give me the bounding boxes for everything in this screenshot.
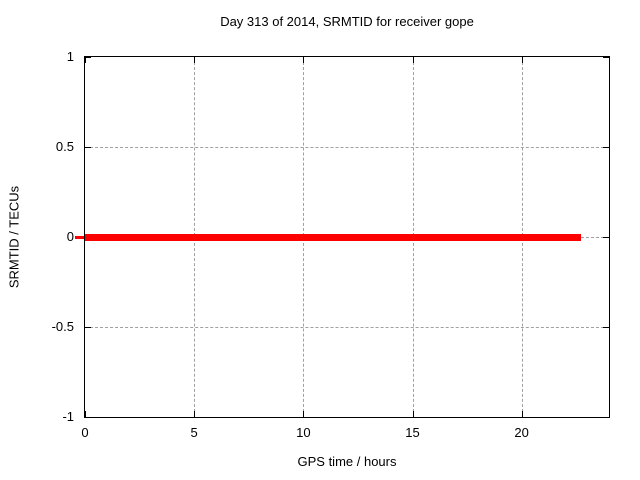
grid-line-horizontal [85,327,609,328]
y-tick-label: 0.5 [55,139,74,154]
grid-line-horizontal [85,147,609,148]
y-tick-mark [603,417,609,418]
x-tick-mark [521,57,523,63]
series-edge-dash [75,236,84,239]
y-tick-mark [603,237,609,238]
x-tick-mark [194,411,196,417]
x-tick-mark [303,57,305,63]
plot-area [75,56,610,418]
x-tick-label: 20 [514,425,529,440]
x-tick-mark [194,57,196,63]
y-tick-label: 0 [66,229,74,244]
x-tick-label: 0 [81,425,89,440]
x-tick-mark [412,57,414,63]
x-tick-mark [303,411,305,417]
series-line-srmtid [85,233,581,241]
y-tick-label: 1 [66,49,74,64]
y-tick-mark [603,57,609,58]
x-tick-label: 10 [296,425,311,440]
y-tick-mark [85,417,91,418]
y-tick-mark [85,327,91,328]
x-tick-label: 5 [190,425,198,440]
x-tick-mark [412,411,414,417]
chart-title: Day 313 of 2014, SRMTID for receiver gop… [220,14,474,29]
y-tick-label: -0.5 [51,319,74,334]
x-axis-label: GPS time / hours [297,454,397,469]
y-tick-mark [85,147,91,148]
x-tick-mark [85,411,86,417]
x-tick-mark [85,57,86,63]
x-tick-mark [521,411,523,417]
y-tick-mark [603,327,609,328]
y-tick-label: -1 [62,409,74,424]
y-tick-mark [85,57,91,58]
y-tick-mark [603,147,609,148]
x-tick-label: 15 [405,425,420,440]
